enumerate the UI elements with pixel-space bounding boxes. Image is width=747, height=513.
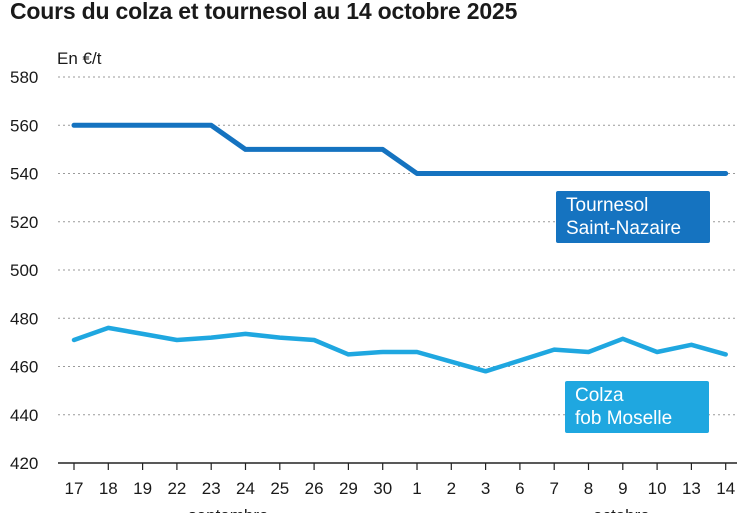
y-tick-label: 460 <box>10 358 38 377</box>
y-tick-label: 480 <box>10 309 38 328</box>
series-lines <box>71 122 729 374</box>
y-tick-label: 580 <box>10 68 38 87</box>
x-tick-label: 17 <box>65 479 84 498</box>
x-tick-label: 22 <box>167 479 186 498</box>
y-axis-label: En €/t <box>57 49 102 68</box>
y-axis-ticks: 420 440 460 480 500 520 540 560 580 <box>10 68 38 473</box>
chart-title: Cours du colza et tournesol au 14 octobr… <box>10 0 518 24</box>
y-tick-label: 440 <box>10 406 38 425</box>
series-line-tournesol <box>71 122 729 176</box>
month-label: octobre <box>593 506 650 513</box>
series-label-tournesol: Tournesol Saint-Nazaire <box>556 191 710 243</box>
x-axis-ticks: 17 18 19 22 23 24 25 26 29 30 1 2 3 6 7 8 9 10 13 14 <box>65 463 735 498</box>
month-label: septembre <box>188 506 268 513</box>
x-tick-label: 1 <box>412 479 421 498</box>
x-tick-label: 29 <box>339 479 358 498</box>
x-tick-label: 26 <box>305 479 324 498</box>
y-tick-label: 500 <box>10 261 38 280</box>
x-tick-label: 19 <box>133 479 152 498</box>
series-label-colza: Colza fob Moselle <box>565 381 709 433</box>
y-tick-label: 520 <box>10 213 38 232</box>
x-tick-label: 13 <box>682 479 701 498</box>
series-label-line: Colza <box>575 385 624 406</box>
x-tick-label: 30 <box>373 479 392 498</box>
x-tick-label: 24 <box>236 479 255 498</box>
series-line-colza <box>71 325 728 374</box>
series-label-line: fob Moselle <box>575 408 673 429</box>
x-tick-label: 14 <box>716 479 735 498</box>
y-tick-label: 560 <box>10 116 38 135</box>
x-tick-label: 2 <box>447 479 456 498</box>
x-tick-label: 6 <box>515 479 524 498</box>
y-tick-label: 540 <box>10 165 38 184</box>
series-label-line: Saint-Nazaire <box>566 218 682 239</box>
x-tick-label: 3 <box>481 479 490 498</box>
month-labels: septembre octobre <box>188 506 650 513</box>
x-tick-label: 18 <box>99 479 118 498</box>
x-tick-label: 23 <box>202 479 221 498</box>
x-tick-label: 10 <box>648 479 667 498</box>
series-label-line: Tournesol <box>566 195 649 216</box>
x-tick-label: 9 <box>618 479 627 498</box>
x-tick-label: 25 <box>270 479 289 498</box>
x-tick-label: 8 <box>584 479 593 498</box>
x-tick-label: 7 <box>549 479 558 498</box>
y-tick-label: 420 <box>10 454 38 473</box>
